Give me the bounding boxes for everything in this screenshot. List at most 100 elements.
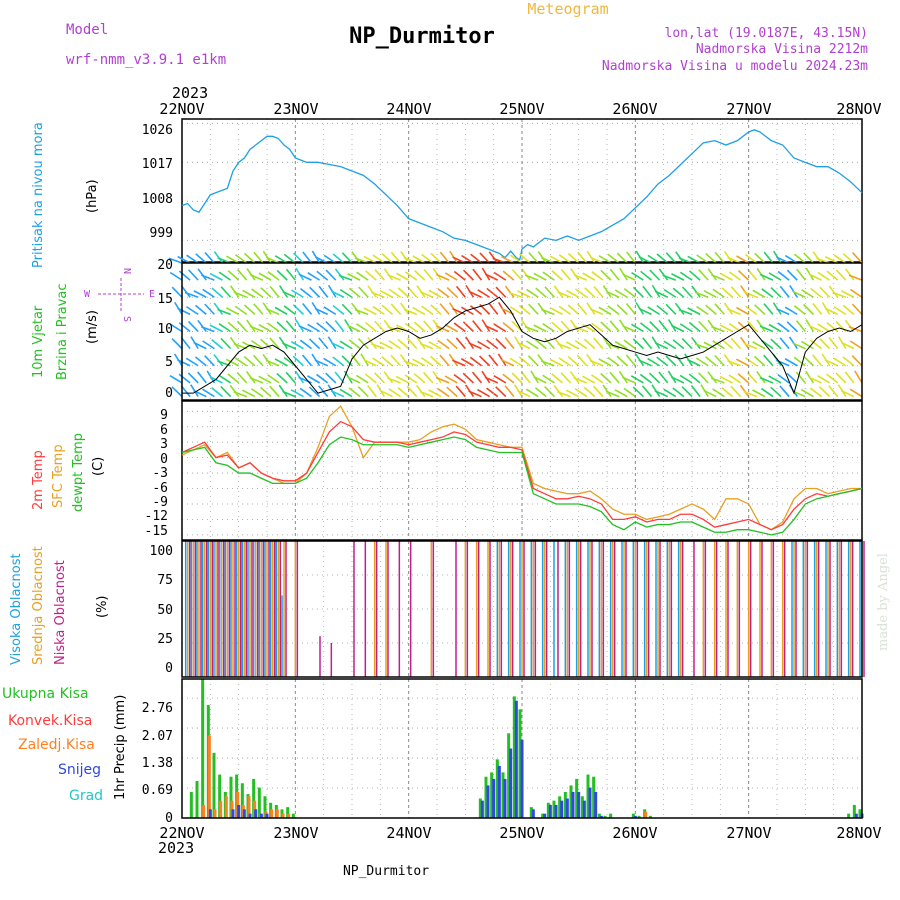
precip-bar [490,772,494,818]
wind-barb [648,372,661,384]
wind-barb [763,303,774,315]
wind-barb [574,339,588,350]
wind-speed-line [182,296,863,395]
wind-barb [428,289,442,298]
cloud-label-mid: Srednja Oblacnost [31,546,46,665]
wind-barb [200,325,215,333]
compass-west: W [84,289,91,300]
wind-barb [338,274,353,281]
precip-bar [212,752,216,818]
precip-bar [484,776,488,818]
wind-barb [833,254,847,264]
wind-barb [737,269,750,281]
wind-barb [355,374,369,384]
pressure-tick: 999 [150,226,173,241]
wind-barb [323,254,337,264]
cloud-label-high: Visoka Oblacnost [9,553,24,665]
wind-barb [845,268,855,281]
precip-bar [548,804,552,818]
wind-barb [307,272,321,281]
wind-barb [574,288,588,298]
pressure-tick: 1026 [142,123,173,138]
wind-barb [439,251,450,264]
wind-barb [388,340,402,350]
wind-barb [589,256,604,264]
wind-barb [833,357,847,367]
precip-bar [257,787,261,818]
wind-barb [698,320,709,333]
precip-bar [495,759,499,818]
wind-barb [842,356,855,367]
precip-legend-total: Ukupna Kisa [2,686,89,702]
wind-barb [743,291,758,298]
wind-barb [544,286,555,298]
wind-barb [225,358,240,367]
wind-barb [849,340,863,350]
temperature-frame [181,400,863,541]
wind-barb [341,303,353,315]
wind-barb [446,286,458,298]
wind-barb [824,307,839,316]
pressure-line [181,129,863,261]
wind-barb [777,270,790,281]
wind-barb [744,305,758,316]
precip-bar [202,804,206,818]
wind-barb [759,273,774,281]
wind-barb [649,269,661,281]
wind-barb [605,390,620,398]
wind-barb [712,388,725,398]
wind-barb [404,271,418,281]
wind-barb [348,387,361,398]
wind-barb [687,307,701,316]
wind-barb [623,288,636,298]
precip-bar [229,776,233,818]
wind-barb [573,377,588,384]
wind-barb [812,302,823,315]
wind-barb [583,338,596,350]
chart-title: NP_Durmitor [349,24,495,49]
wind-panel: 20 15 10 5 0 10m Vjetar Brzina i Pravac … [31,250,863,401]
wind-barb [576,354,588,367]
wind-barb [818,386,831,398]
wind-barb [291,289,304,298]
wind-barb [367,285,377,298]
wind-barb [413,321,426,333]
wind-barb [728,374,742,384]
wind-barb [243,304,256,315]
wind-barb [226,255,240,264]
wind-barb [299,288,313,298]
precip-bar [648,815,652,818]
wind-barb [387,274,401,281]
wind-barb [647,254,661,264]
wind-barb [665,303,677,315]
wind-barb [452,256,466,264]
wind-barb [180,337,191,350]
wind-barb [258,324,272,333]
wind-barb [509,357,523,367]
wind-barb [540,360,555,367]
temp-label-dewpt: dewpt Temp [71,433,86,512]
precip-bar [563,791,567,818]
wind-barb [292,355,304,367]
wind-barb [542,374,555,384]
wind-barb [551,321,564,333]
wind-barb [372,357,385,367]
wind-barb [307,323,321,333]
wind-barb [502,373,515,384]
pressure-grid [182,119,862,262]
wind-barb [535,287,547,298]
wind-barb [517,290,531,298]
wind-barb [801,289,814,298]
day-label-bottom: 25NOV [499,824,544,842]
wind-barb [381,253,394,264]
wind-barb [721,338,734,350]
wind-barb [656,304,669,315]
wind-barb [754,252,766,264]
wind-barb [299,387,312,398]
wind-label: 10m Vjetar [31,305,46,378]
wind-barb [423,320,434,333]
wind-tick: 5 [165,355,173,370]
wind-barb [832,291,847,299]
wind-barb [714,303,725,315]
wind-barb [471,371,483,384]
